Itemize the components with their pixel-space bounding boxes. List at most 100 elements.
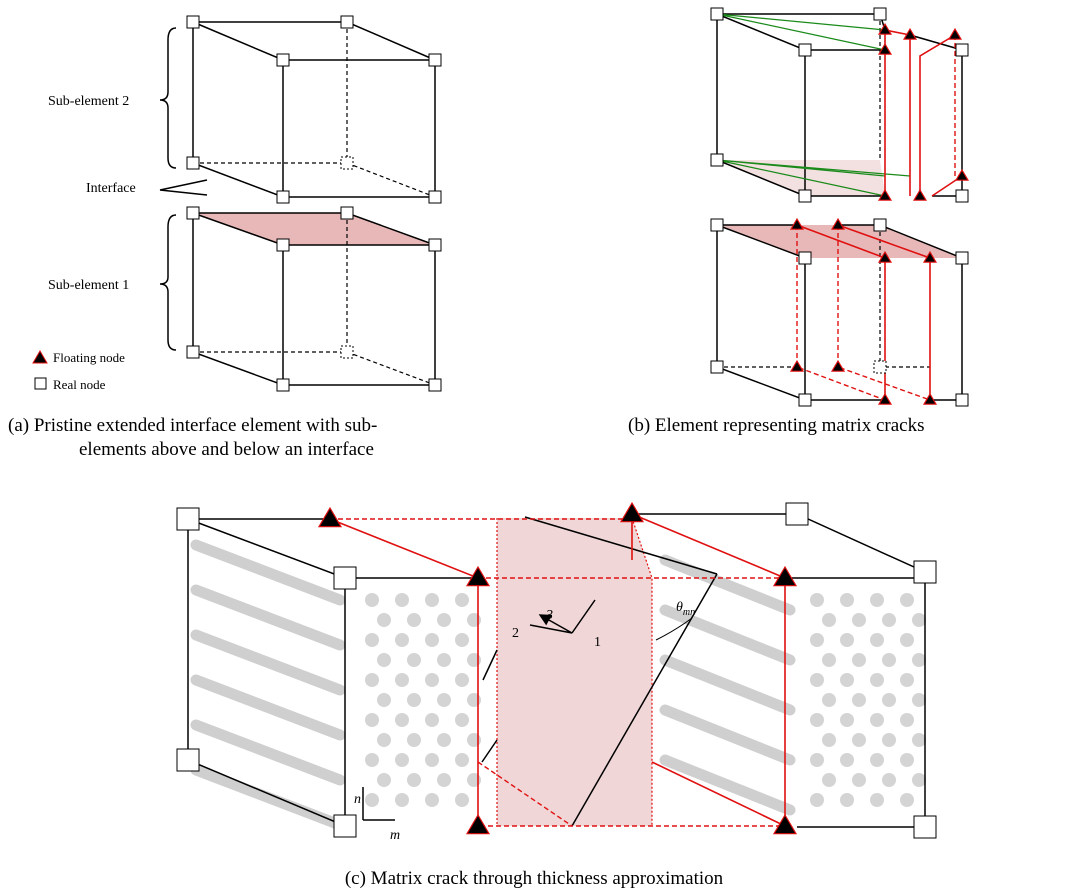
fiber-section bbox=[870, 673, 884, 687]
real-node bbox=[187, 207, 199, 219]
fiber-section bbox=[852, 613, 866, 627]
real-node bbox=[914, 561, 936, 583]
real-node bbox=[277, 379, 289, 391]
fiber-section bbox=[377, 733, 391, 747]
real-node bbox=[187, 157, 199, 169]
floating-node bbox=[914, 190, 926, 200]
fiber-section bbox=[810, 753, 824, 767]
fiber-section bbox=[455, 593, 469, 607]
fiber-section bbox=[377, 773, 391, 787]
fiber-section bbox=[365, 793, 379, 807]
real-node bbox=[187, 346, 199, 358]
fiber-section bbox=[425, 753, 439, 767]
real-node bbox=[874, 361, 886, 373]
fiber-section bbox=[395, 753, 409, 767]
fiber-section bbox=[912, 653, 926, 667]
fiber-section bbox=[395, 713, 409, 727]
fiber-section bbox=[467, 693, 481, 707]
floating-node bbox=[949, 29, 961, 39]
fiber-section bbox=[882, 653, 896, 667]
real-node bbox=[177, 508, 199, 530]
real-node bbox=[956, 44, 968, 56]
real-node bbox=[956, 190, 968, 202]
fiber-section bbox=[395, 793, 409, 807]
fiber-section bbox=[840, 633, 854, 647]
fiber-section bbox=[407, 773, 421, 787]
fiber-section bbox=[900, 753, 914, 767]
fiber-section bbox=[810, 633, 824, 647]
fiber-section bbox=[365, 593, 379, 607]
axis-label: 1 bbox=[594, 635, 601, 650]
fiber-section bbox=[822, 693, 836, 707]
fiber-section bbox=[467, 653, 481, 667]
floating-node bbox=[956, 170, 968, 180]
real-node bbox=[334, 815, 356, 837]
fiber-section bbox=[455, 713, 469, 727]
real-node bbox=[429, 191, 441, 203]
real-node bbox=[914, 816, 936, 838]
fiber-section bbox=[870, 593, 884, 607]
panel-c: n m 1 2 3 θmn (c) Matrix crack through t… bbox=[188, 514, 926, 889]
fiber-section bbox=[425, 713, 439, 727]
real-node bbox=[341, 157, 353, 169]
fiber-section bbox=[822, 733, 836, 747]
fiber-section bbox=[455, 793, 469, 807]
caption: (b) Element representing matrix cracks bbox=[628, 415, 925, 436]
fiber-section bbox=[840, 793, 854, 807]
fiber-section bbox=[912, 773, 926, 787]
panel-a: Sub-element 2 Interface Sub-element 1 Fl… bbox=[8, 22, 435, 460]
floating-node bbox=[832, 219, 844, 229]
fiber-section bbox=[810, 673, 824, 687]
fiber-section bbox=[437, 733, 451, 747]
axis-label: m bbox=[390, 828, 400, 843]
fiber-section bbox=[852, 773, 866, 787]
fiber-section bbox=[900, 673, 914, 687]
axis-label: 2 bbox=[512, 626, 519, 641]
fiber-section bbox=[882, 693, 896, 707]
label: Sub-element 2 bbox=[48, 94, 129, 109]
fiber bbox=[196, 590, 340, 645]
fiber-section bbox=[882, 613, 896, 627]
real-node bbox=[277, 54, 289, 66]
fiber-section bbox=[882, 773, 896, 787]
caption: elements above and below an interface bbox=[79, 439, 374, 460]
fiber-section bbox=[365, 633, 379, 647]
fiber-section bbox=[425, 633, 439, 647]
fiber-section bbox=[407, 613, 421, 627]
legend-label: Real node bbox=[53, 377, 106, 392]
fiber bbox=[665, 660, 790, 710]
real-node bbox=[341, 346, 353, 358]
real-node bbox=[874, 219, 886, 231]
fiber-section bbox=[407, 653, 421, 667]
fiber-section bbox=[467, 733, 481, 747]
fiber-section bbox=[467, 773, 481, 787]
floating-node bbox=[791, 219, 803, 229]
real-node bbox=[711, 154, 723, 166]
fiber-section bbox=[912, 613, 926, 627]
fiber-section bbox=[395, 673, 409, 687]
fiber bbox=[665, 560, 790, 610]
fiber-section bbox=[467, 613, 481, 627]
floating-node bbox=[319, 508, 341, 527]
real-node bbox=[956, 394, 968, 406]
fiber-section bbox=[365, 673, 379, 687]
real-node bbox=[786, 503, 808, 525]
real-node bbox=[277, 191, 289, 203]
fiber-section bbox=[840, 673, 854, 687]
axis-label: n bbox=[354, 792, 361, 807]
fiber-section bbox=[425, 673, 439, 687]
real-node bbox=[799, 190, 811, 202]
floating-node bbox=[791, 361, 803, 371]
fiber-section bbox=[852, 653, 866, 667]
fiber bbox=[196, 770, 340, 825]
fiber bbox=[196, 680, 340, 735]
fiber bbox=[665, 710, 790, 760]
fiber-section bbox=[822, 773, 836, 787]
fiber-section bbox=[455, 633, 469, 647]
real-node bbox=[429, 239, 441, 251]
fiber-section bbox=[822, 653, 836, 667]
fiber-section bbox=[365, 713, 379, 727]
fiber-section bbox=[900, 713, 914, 727]
fiber-section bbox=[425, 593, 439, 607]
floating-node bbox=[774, 815, 796, 834]
